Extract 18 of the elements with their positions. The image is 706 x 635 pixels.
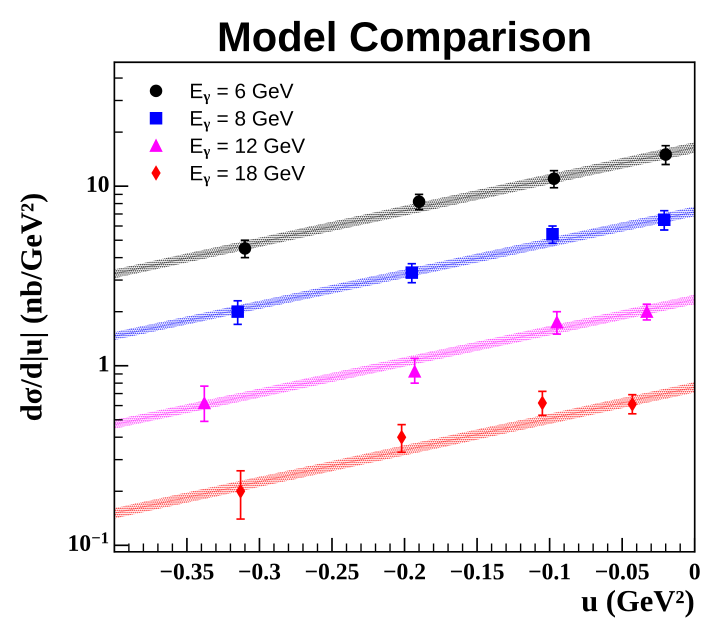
x-tick-label: 0 [690, 564, 700, 580]
y-tick-label: 10$^{−1}$ [69, 532, 108, 552]
legend-label: E$_{γ}$ = 8 GeV [191, 110, 294, 132]
x-tick-label: −0.1 [529, 564, 570, 580]
x-tick-label: −0.2 [384, 564, 426, 580]
x-tick-label: −0.35 [160, 564, 214, 580]
x-axis-title: u (GeV²) [582, 590, 694, 618]
legend-label: E$_{γ}$ = 12 GeV [191, 138, 306, 159]
y-axis-title: dσ/d|u| (nb/GeV²) [20, 194, 48, 420]
chart-title: Model Comparison [220, 20, 590, 60]
x-tick-label: −0.05 [596, 564, 649, 580]
x-tick-label: −0.3 [239, 564, 280, 580]
legend-label: E$_{γ}$ = 18 GeV [191, 166, 306, 186]
y-tick-label: 1 [100, 356, 108, 372]
legend-label: E$_{γ}$ = 6 GeV [191, 84, 294, 104]
x-tick-label: −0.15 [450, 564, 504, 580]
x-tick-label: −0.25 [306, 564, 359, 580]
y-tick-label: 10 [88, 176, 109, 192]
